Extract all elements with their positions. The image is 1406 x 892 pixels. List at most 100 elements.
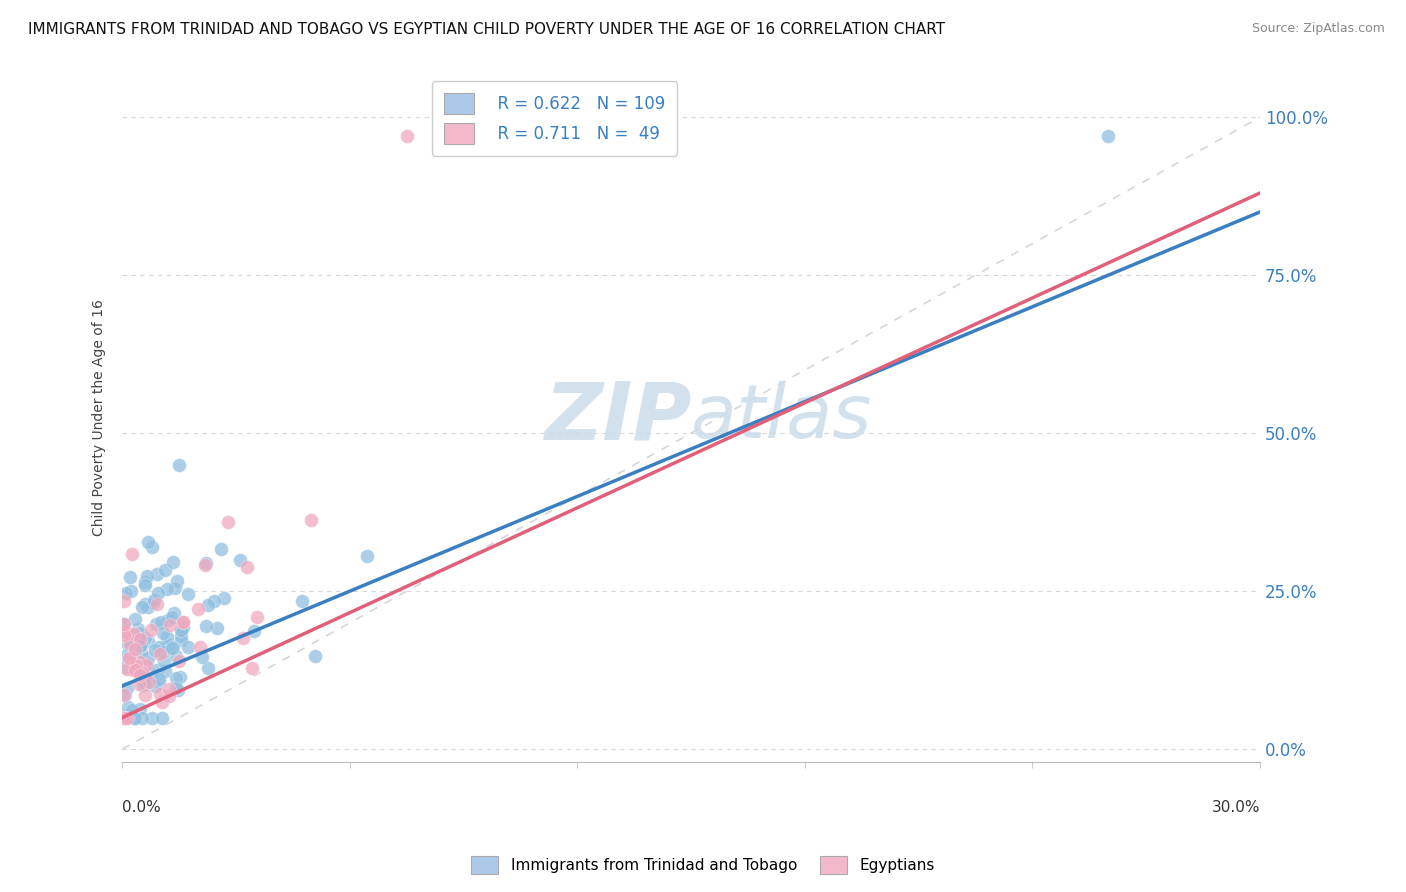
Point [135, 658, 157, 673]
Point [131, 665, 153, 679]
Point [229, 553, 252, 567]
Point [117, 648, 139, 662]
Point [115, 585, 138, 599]
Point [118, 648, 141, 662]
Point [131, 710, 153, 724]
Point [115, 681, 138, 696]
Point [172, 615, 194, 629]
Point [148, 675, 170, 690]
Point [156, 640, 179, 654]
Point [112, 627, 135, 641]
Point [122, 710, 145, 724]
Point [136, 634, 159, 648]
Point [1097, 129, 1119, 144]
Point [112, 688, 135, 702]
Point [129, 655, 152, 669]
Point [242, 624, 264, 639]
Point [236, 560, 259, 574]
Point [146, 597, 169, 611]
Point [117, 700, 139, 714]
Point [128, 677, 150, 691]
Text: atlas: atlas [692, 382, 873, 453]
Point [146, 566, 169, 581]
Point [124, 612, 146, 626]
Point [121, 663, 143, 677]
Point [146, 663, 169, 677]
Point [149, 687, 172, 701]
Point [115, 662, 138, 676]
Point [156, 630, 179, 644]
Point [195, 618, 218, 632]
Point [152, 626, 174, 640]
Point [134, 689, 156, 703]
Point [191, 649, 214, 664]
Point [124, 663, 146, 677]
Point [143, 592, 166, 607]
Point [127, 663, 149, 677]
Point [163, 581, 186, 595]
Point [134, 597, 156, 611]
Point [141, 623, 163, 637]
Point [172, 615, 194, 630]
Point [121, 548, 143, 562]
Point [165, 649, 187, 664]
Point [129, 639, 152, 653]
Point [197, 599, 219, 613]
Point [127, 633, 149, 648]
Point [117, 638, 139, 652]
Point [135, 671, 157, 685]
Point [167, 458, 190, 472]
Point [132, 678, 155, 692]
Point [136, 657, 159, 672]
Point [131, 635, 153, 649]
Point [166, 574, 188, 589]
Point [129, 702, 152, 716]
Point [232, 631, 254, 645]
Text: Source: ZipAtlas.com: Source: ZipAtlas.com [1251, 22, 1385, 36]
Point [114, 688, 136, 702]
Point [195, 556, 218, 570]
Point [114, 710, 136, 724]
Point [169, 670, 191, 684]
Point [121, 584, 143, 599]
Point [202, 594, 225, 608]
Point [162, 640, 184, 654]
Point [131, 645, 153, 659]
Point [112, 616, 135, 631]
Point [128, 659, 150, 673]
Point [124, 710, 146, 724]
Point [172, 620, 194, 634]
Point [143, 680, 166, 694]
Point [153, 654, 176, 668]
Point [149, 615, 172, 629]
Point [165, 681, 187, 696]
Point [152, 710, 174, 724]
Point [167, 654, 190, 668]
Point [160, 610, 183, 624]
Point [136, 600, 159, 615]
Point [143, 643, 166, 657]
Point [149, 647, 172, 661]
Point [134, 631, 156, 645]
Point [118, 651, 141, 665]
Text: 30.0%: 30.0% [1212, 799, 1260, 814]
Point [112, 617, 135, 632]
Point [157, 682, 180, 697]
Point [156, 582, 179, 596]
Point [188, 640, 211, 654]
Point [124, 638, 146, 652]
Point [177, 640, 200, 655]
Point [128, 632, 150, 646]
Point [150, 695, 173, 709]
Point [118, 639, 141, 653]
Point [187, 602, 209, 616]
Point [163, 606, 186, 620]
Point [145, 616, 167, 631]
Point [118, 650, 141, 665]
Point [165, 671, 187, 685]
Point [159, 618, 181, 632]
Point [131, 599, 153, 614]
Point [120, 656, 142, 670]
Point [128, 626, 150, 640]
Point [157, 689, 180, 703]
